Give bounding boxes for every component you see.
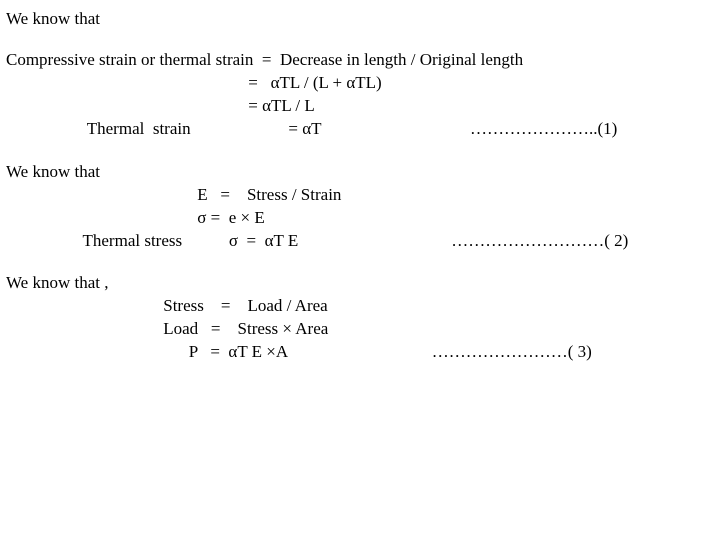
section-2: We know that E = Stress / Strain σ = e ×… — [6, 161, 714, 253]
lhs-text: Compressive strain or thermal strain — [6, 49, 262, 72]
page-content: We know that Compressive strain or therm… — [0, 0, 720, 392]
section-3: We know that , Stress = Load / Area Load… — [6, 272, 714, 364]
heading-text: We know that — [6, 161, 100, 184]
indent-pad — [182, 230, 229, 253]
equation-text: = Decrease in length / Original length — [262, 49, 523, 72]
equation-ref: ……………………( 3) — [432, 341, 592, 364]
indent-pad — [6, 72, 248, 95]
equation-text: E = Stress / Strain — [197, 184, 341, 207]
equation-ref: ………………………( 2) — [451, 230, 628, 253]
indent-pad — [6, 341, 189, 364]
equation-text: = αTL / (L + αTL) — [248, 72, 381, 95]
heading-text: We know that — [6, 8, 100, 31]
equation-text: P = αT E ×A — [189, 341, 432, 364]
indent-pad — [6, 318, 163, 341]
equation-text: σ = αT E — [229, 230, 451, 253]
indent-pad — [6, 230, 83, 253]
heading-text: We know that , — [6, 272, 109, 295]
lhs-text: Thermal strain — [87, 118, 191, 141]
equation-text: = αT — [288, 118, 470, 141]
equation-ref: …………………..(1) — [470, 118, 617, 141]
indent-pad — [6, 295, 163, 318]
indent-pad — [6, 95, 248, 118]
indent-pad — [6, 207, 197, 230]
indent-pad — [191, 118, 289, 141]
section-1: We know that Compressive strain or therm… — [6, 8, 714, 141]
equation-text: Load = Stress × Area — [163, 318, 328, 341]
indent-pad — [6, 118, 87, 141]
indent-pad — [6, 184, 197, 207]
equation-text: = αTL / L — [248, 95, 315, 118]
equation-text: σ = e × E — [197, 207, 265, 230]
lhs-text: Thermal stress — [83, 230, 183, 253]
equation-text: Stress = Load / Area — [163, 295, 327, 318]
